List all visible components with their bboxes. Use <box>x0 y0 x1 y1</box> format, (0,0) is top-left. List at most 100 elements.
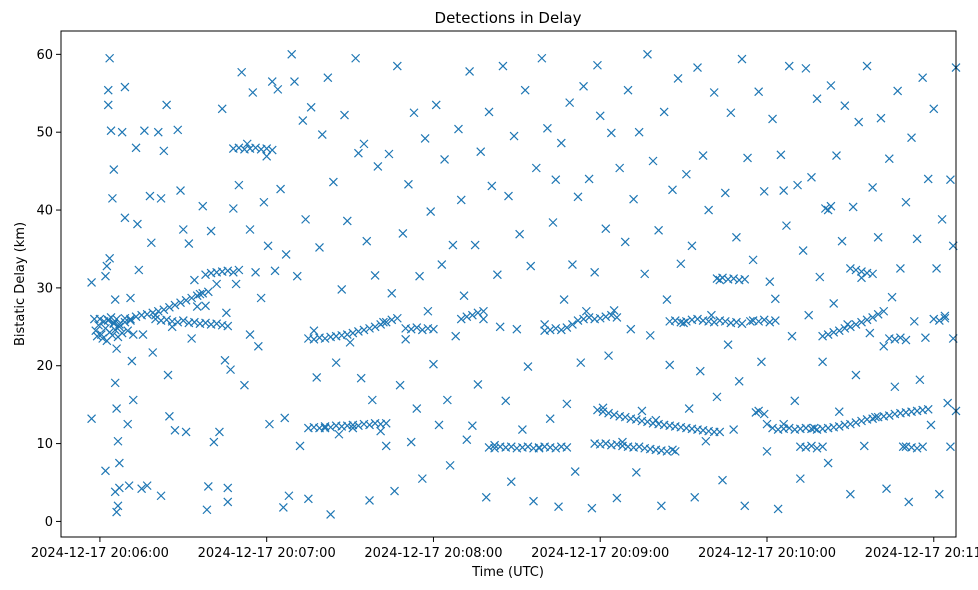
detection-point <box>826 201 836 211</box>
detection-point <box>365 323 374 333</box>
detection-point <box>95 314 105 324</box>
detection-point <box>256 293 266 303</box>
detection-point <box>103 85 113 95</box>
detection-point <box>373 162 383 171</box>
detection-point <box>353 327 363 336</box>
detection-point <box>340 110 349 120</box>
detection-point <box>280 413 290 423</box>
detection-point <box>151 314 160 324</box>
detection-point <box>798 246 808 255</box>
x-axis: 2024-12-17 20:06:00 2024-12-17 20:07:00 20… <box>31 537 978 561</box>
detection-point <box>612 439 622 449</box>
detection-point <box>526 261 536 271</box>
detection-point <box>865 328 875 338</box>
detection-point <box>117 328 127 338</box>
detection-point <box>934 489 944 499</box>
detection-point <box>946 442 955 452</box>
detection-point <box>637 406 647 416</box>
detection-point <box>604 351 613 361</box>
detection-point <box>879 306 889 316</box>
detection-point <box>862 315 872 325</box>
detection-point <box>584 313 594 322</box>
detection-point <box>823 330 833 340</box>
detection-point <box>409 108 419 118</box>
detection-point <box>189 275 199 285</box>
detection-point <box>351 53 361 63</box>
detection-point <box>565 98 575 108</box>
x-tick-label: 2024-12-17 20:06:00 <box>31 546 169 561</box>
detection-point <box>868 313 878 322</box>
detection-point <box>376 320 386 329</box>
detection-point <box>387 315 397 325</box>
detection-point <box>133 219 142 229</box>
detection-point <box>392 61 402 71</box>
detection-point <box>231 279 241 289</box>
detection-point <box>737 319 747 329</box>
detection-point <box>153 127 163 137</box>
detection-point <box>509 131 519 141</box>
detection-point <box>918 73 928 83</box>
x-tick-label: 2024-12-17 20:10:00 <box>698 546 836 561</box>
detection-point <box>123 419 133 429</box>
detection-point <box>173 125 183 135</box>
detection-point <box>429 359 438 369</box>
detection-point <box>512 324 522 334</box>
detection-point <box>631 467 641 477</box>
detection-point <box>676 259 686 269</box>
detection-point <box>890 382 900 392</box>
detection-point <box>548 218 558 227</box>
detection-point <box>857 267 866 276</box>
detection-point <box>323 73 333 83</box>
detection-point <box>656 501 666 511</box>
detection-point <box>221 308 231 318</box>
detection-point <box>467 421 477 431</box>
y-tick-label: 10 <box>36 437 53 452</box>
detection-point <box>759 186 769 196</box>
detection-point <box>734 376 744 386</box>
detection-point <box>829 299 839 308</box>
detection-point <box>206 226 216 236</box>
detection-point <box>506 477 516 487</box>
detection-point <box>317 130 327 139</box>
detection-point <box>759 315 769 325</box>
detection-point <box>731 232 741 242</box>
detection-point <box>456 195 466 205</box>
detection-point <box>87 414 96 424</box>
detection-point <box>837 236 847 246</box>
detection-point <box>381 317 391 327</box>
detection-point <box>801 443 811 452</box>
detection-point <box>857 416 866 426</box>
detection-point <box>162 100 172 110</box>
y-tick-label: 40 <box>36 204 53 219</box>
detection-point <box>376 426 386 436</box>
detection-point <box>562 323 572 333</box>
detection-point <box>879 341 889 351</box>
detection-point <box>765 317 775 327</box>
detection-point <box>406 324 416 334</box>
detection-point <box>251 267 260 277</box>
detection-point <box>187 293 197 303</box>
detection-point <box>718 273 727 283</box>
detection-point <box>106 126 116 136</box>
detection-point <box>709 88 719 97</box>
detection-point <box>932 264 941 273</box>
detection-point <box>668 445 677 455</box>
detection-point <box>862 61 872 71</box>
detection-point <box>768 423 777 433</box>
detection-point <box>490 440 500 450</box>
detection-point <box>743 153 752 163</box>
detection-point <box>440 155 449 164</box>
detection-point <box>851 370 861 380</box>
detection-point <box>479 306 488 316</box>
detection-point <box>423 306 433 316</box>
detection-point <box>893 86 903 96</box>
detection-point <box>127 356 137 366</box>
detection-point <box>131 312 141 322</box>
detection-point <box>381 418 391 428</box>
detection-point <box>445 460 455 470</box>
detection-point <box>681 316 691 326</box>
detection-point <box>909 316 919 326</box>
detection-point <box>412 404 422 413</box>
detection-point <box>462 435 472 445</box>
